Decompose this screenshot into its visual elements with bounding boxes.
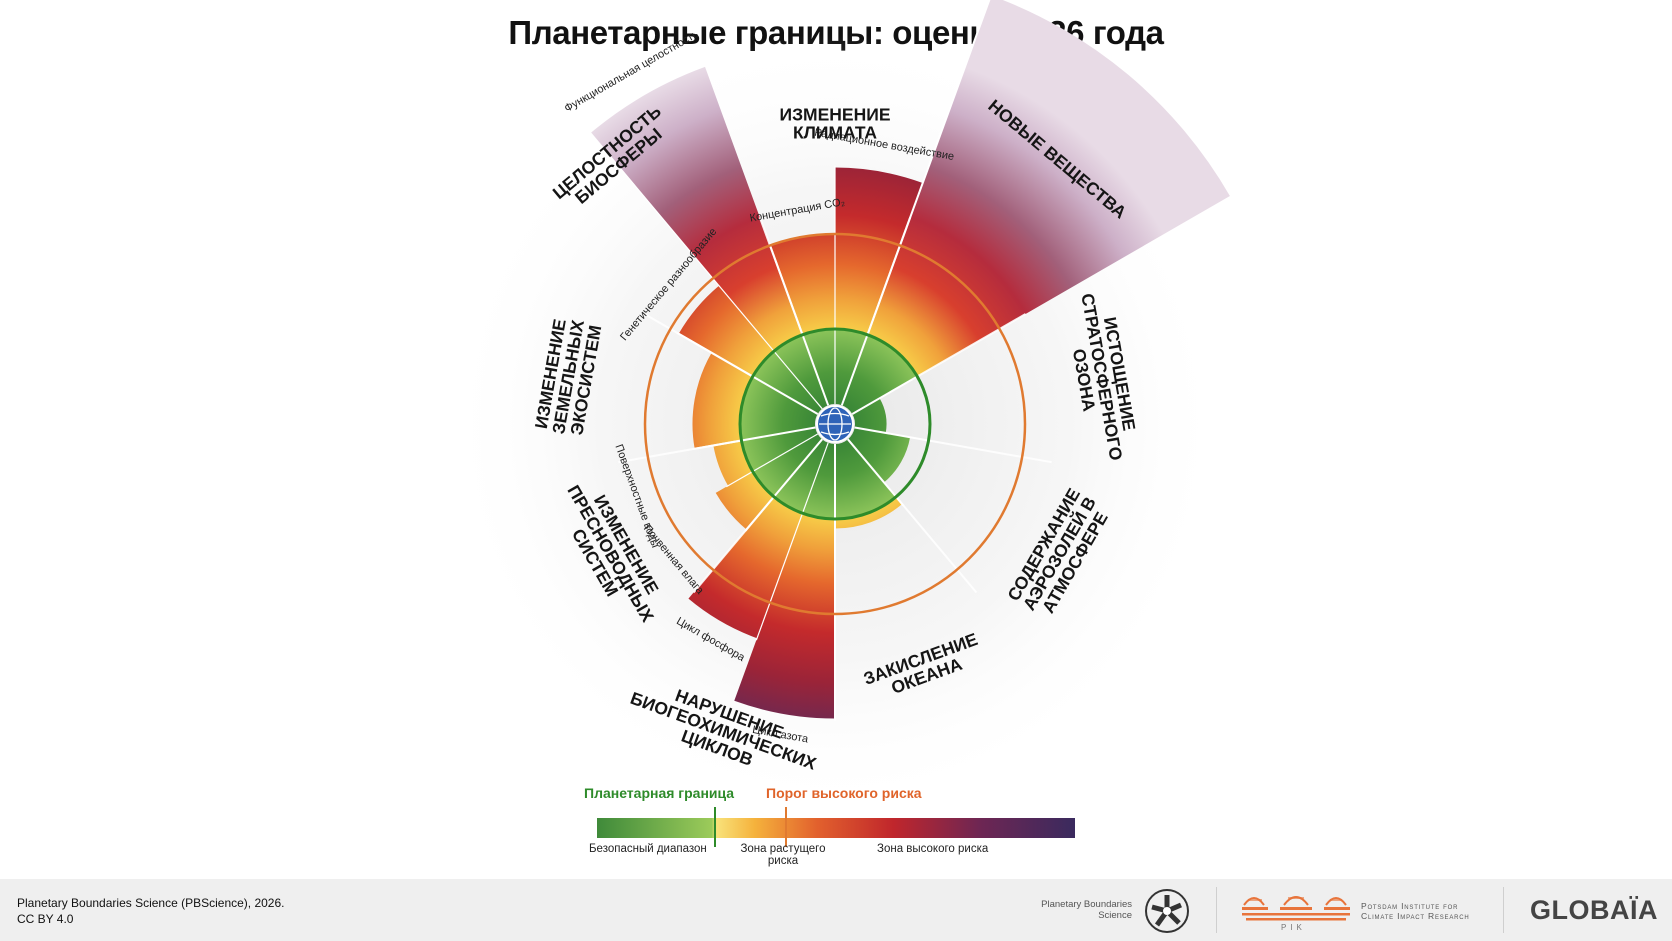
- globe-icon: [816, 405, 854, 443]
- spoke-1: [866, 216, 912, 336]
- safe-wedge-8-0: [752, 351, 823, 414]
- footer-credit: Planetary Boundaries Science (PBScience)…: [17, 895, 285, 927]
- credit-line-2: CC BY 4.0: [17, 912, 74, 926]
- spoke-2: [916, 313, 1027, 378]
- spoke-0: [758, 216, 804, 336]
- pbscience-logo-text: Planetary Boundaries Science: [1041, 899, 1132, 921]
- risk-wedge-0-0: [770, 234, 835, 335]
- separator-1-0: [840, 0, 991, 406]
- safe-wedge-2-0: [852, 398, 887, 433]
- category-label-3: СОДЕРЖАНИЕАЭРОЗОЛЕЙ ВАТМОСФЕРЕ: [1003, 484, 1115, 623]
- risk-wedge-7-0: [692, 352, 753, 449]
- separator-8-1: [588, 130, 823, 410]
- legend-threshold-label: Порог высокого риска: [766, 785, 922, 801]
- safe-wedge-3-0: [847, 427, 911, 483]
- separator-6-1: [726, 433, 818, 488]
- legend-gradient-bar: [597, 818, 1075, 838]
- separator-5-1: [755, 442, 829, 641]
- safe-wedge-4-0: [835, 439, 897, 519]
- risk-wedge-8-1: [590, 66, 803, 352]
- pik-logo-icon: [1242, 896, 1350, 921]
- legend-zone-increasing: Зона растущего риска: [740, 843, 826, 867]
- pik-small-label: PIK: [1281, 923, 1306, 932]
- risk-wedge-8-0: [678, 285, 774, 377]
- safe-wedge-5-0: [802, 442, 835, 519]
- spoke-8: [643, 313, 754, 378]
- safe-wedge-0-0: [802, 329, 835, 406]
- separator-2-0: [851, 374, 920, 415]
- spoke-6: [692, 496, 775, 594]
- globaia-logo: GLOBAÏA: [1530, 895, 1658, 925]
- spoke-7: [618, 439, 742, 464]
- safe-wedge-0-1: [835, 329, 868, 406]
- separator-layer: [588, 0, 1052, 721]
- risk-wedge-0-1: [835, 167, 923, 335]
- safe-wedge-5-1: [773, 439, 829, 514]
- legend-zone-high: Зона высокого риска: [877, 843, 989, 855]
- legend-zone-safe: Безопасный диапазон: [589, 843, 707, 855]
- safe-wedge-6-0: [752, 434, 823, 497]
- pbscience-logo-icon: [1145, 889, 1189, 933]
- risk-wedge-5-0: [734, 513, 835, 719]
- risk-wedge-5-1: [688, 496, 803, 639]
- separator-4-0: [847, 438, 905, 507]
- separator-3-0: [854, 426, 931, 442]
- risk-wedge-6-0: [715, 471, 774, 530]
- legend-boundary-label: Планетарная граница: [584, 785, 735, 801]
- risk-wedge-1-0: [867, 0, 1230, 377]
- logo-separator-1: [1216, 887, 1217, 933]
- logo-separator-2: [1503, 887, 1504, 933]
- category-label-0: ИЗМЕНЕНИЕ КЛИМАТА: [780, 105, 891, 143]
- high-risk-threshold-circle: [643, 232, 1027, 616]
- credit-line-1: Planetary Boundaries Science (PBScience)…: [17, 896, 285, 910]
- category-label-2: ИСТОЩЕНИЕСТРАТОСФЕРНОГООЗОНА: [1060, 289, 1145, 465]
- safe-wedge-6-1: [741, 427, 818, 472]
- footer: Planetary Boundaries Science (PBScience)…: [0, 879, 1672, 941]
- safe-wedge-7-0: [740, 376, 818, 441]
- spoke-4: [895, 496, 978, 594]
- wedge-layer: [590, 0, 1230, 719]
- safe-wedge-8-1: [773, 334, 829, 409]
- pik-institute-text: Potsdam Institute for Climate Impact Res…: [1361, 901, 1470, 921]
- spoke-3: [928, 439, 1052, 464]
- planetary-boundary-circle: [738, 327, 932, 521]
